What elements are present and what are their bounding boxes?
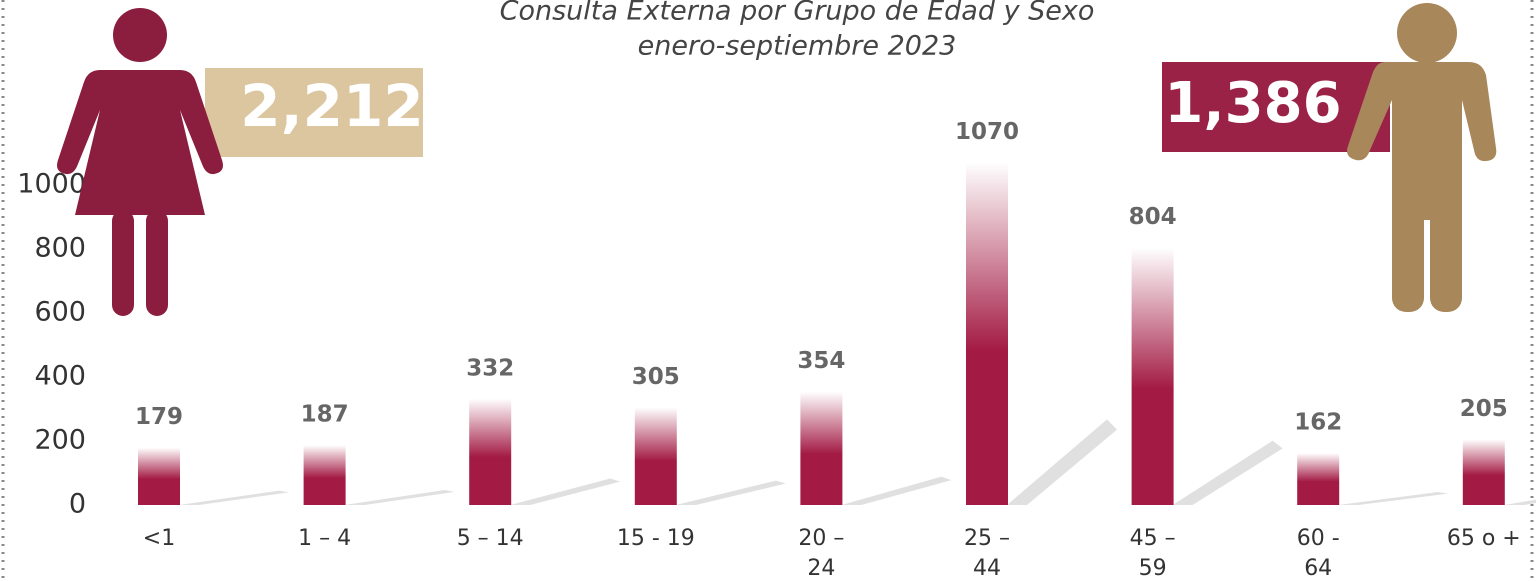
bar <box>138 447 180 505</box>
female-total: 2,212 <box>240 72 423 140</box>
male-total: 1,386 <box>1164 71 1341 136</box>
bar-shadow <box>1007 419 1117 505</box>
data-label: 1070 <box>955 119 1019 145</box>
bar <box>469 398 512 505</box>
x-tick-label: 60 - 64 <box>1296 526 1340 581</box>
y-tick-label: 600 <box>34 297 86 328</box>
data-label: 305 <box>632 364 680 390</box>
female-figure: 2,212 <box>57 8 424 316</box>
y-tick-label: 200 <box>34 425 86 456</box>
data-label: 205 <box>1460 396 1508 422</box>
x-tick-label: 65 o + <box>1446 526 1521 551</box>
x-tick-label: 25 – 44 <box>964 526 1010 581</box>
data-label: 332 <box>466 355 514 381</box>
bar-shadow <box>1172 440 1283 505</box>
x-tick-label: 5 – 14 <box>456 526 524 551</box>
chart-title: Consulta Externa por Grupo de Edad y Sex… <box>500 0 1095 27</box>
x-tick-label: 15 - 19 <box>616 526 695 551</box>
bar-shadow <box>344 490 455 505</box>
bar-shadow <box>841 476 952 505</box>
bar <box>1131 247 1174 505</box>
x-tick-label: 20 – 24 <box>798 526 845 581</box>
bar <box>1462 439 1505 505</box>
bar-shadow <box>179 490 289 505</box>
y-tick-label: 800 <box>34 233 86 264</box>
data-label: 804 <box>1129 204 1177 230</box>
bar <box>634 407 677 505</box>
data-label: 187 <box>301 402 349 428</box>
bar <box>800 391 843 505</box>
x-tick-label: <1 <box>142 526 176 551</box>
y-tick-label: 400 <box>34 361 86 392</box>
bar-shadow <box>1503 499 1536 505</box>
bar <box>966 162 1008 505</box>
bar <box>1297 453 1340 505</box>
y-tick-label: 1000 <box>17 169 86 200</box>
bar-shadow <box>510 478 621 505</box>
bar <box>303 445 346 505</box>
data-label: 179 <box>135 404 183 430</box>
chart-subtitle: enero-septiembre 2023 <box>638 31 957 62</box>
y-tick-label: 0 <box>69 489 86 520</box>
x-tick-label: 45 – 59 <box>1129 526 1176 581</box>
data-label: 354 <box>797 348 845 374</box>
bar-shadow <box>1338 492 1449 505</box>
data-label: 162 <box>1294 410 1342 436</box>
female-box <box>205 68 423 157</box>
bar-shadow <box>675 480 786 505</box>
male-figure: 1,386 <box>1162 3 1497 312</box>
x-tick-label: 1 – 4 <box>298 526 352 551</box>
